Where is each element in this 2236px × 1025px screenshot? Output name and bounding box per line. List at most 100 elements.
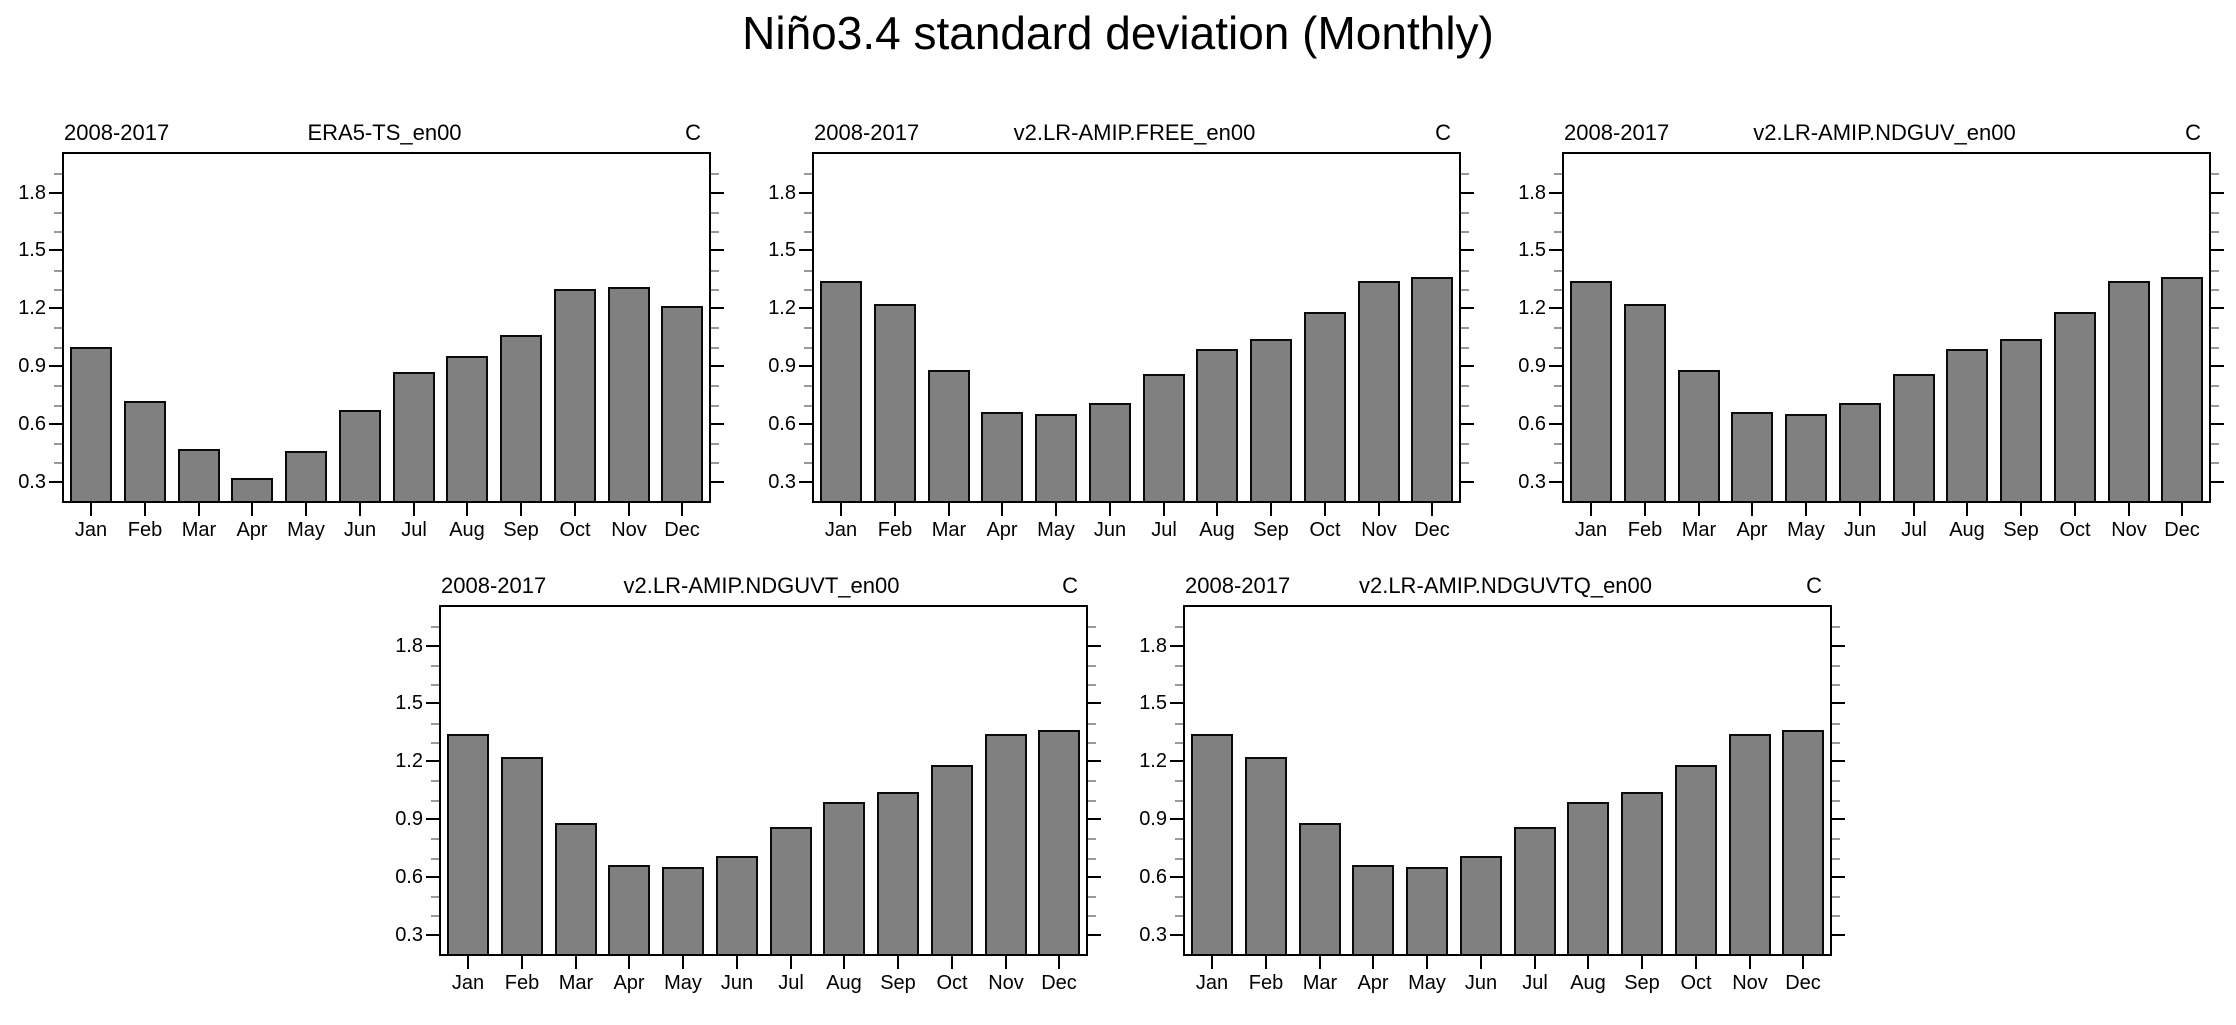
y-minor-tick-left: [1175, 896, 1183, 898]
x-tick: [1426, 956, 1428, 969]
x-tick: [2181, 503, 2183, 516]
x-tick-label-Nov: Nov: [1732, 972, 1768, 994]
x-tick-label-Mar: Mar: [1302, 972, 1338, 994]
x-tick: [359, 503, 361, 516]
bar-Sep: [1250, 339, 1292, 501]
y-minor-tick-left: [1554, 405, 1562, 407]
x-tick-label-May: May: [1408, 972, 1446, 994]
y-major-tick-left: [426, 876, 439, 878]
y-minor-tick-left: [1175, 858, 1183, 860]
chart-period-label: 2008-2017: [814, 120, 920, 145]
x-tick-label-Apr: Apr: [986, 519, 1018, 541]
chart-unit-label: C: [685, 120, 701, 145]
chart-header: 2008-2017 v2.LR-AMIP.NDGUVT_en00 C: [439, 571, 1084, 601]
x-tick: [1534, 956, 1536, 969]
x-tick: [1641, 956, 1643, 969]
y-minor-tick-left: [1554, 327, 1562, 329]
y-minor-tick-right: [1461, 405, 1469, 407]
y-minor-tick-left: [804, 462, 812, 464]
y-major-tick-left: [799, 365, 812, 367]
y-minor-tick-left: [431, 896, 439, 898]
bar-Apr: [1352, 865, 1394, 954]
y-minor-tick-left: [1175, 780, 1183, 782]
x-tick: [521, 956, 523, 969]
bar-Aug: [1196, 349, 1238, 501]
x-tick: [1698, 503, 1700, 516]
y-major-tick-right: [1088, 760, 1101, 762]
y-major-tick-right: [1832, 702, 1845, 704]
chart-period-label: 2008-2017: [64, 120, 170, 145]
y-major-tick-right: [1832, 760, 1845, 762]
y-minor-tick-right: [1088, 780, 1096, 782]
x-tick: [1913, 503, 1915, 516]
y-minor-tick-left: [804, 347, 812, 349]
x-tick-label-Nov: Nov: [1361, 519, 1397, 541]
bar-Jun: [1089, 403, 1131, 501]
y-minor-tick-right: [1461, 327, 1469, 329]
x-tick: [413, 503, 415, 516]
x-tick: [144, 503, 146, 516]
y-major-tick-left: [1549, 423, 1562, 425]
bar-Nov: [985, 734, 1027, 954]
bar-Oct: [2054, 312, 2096, 501]
y-minor-tick-left: [431, 742, 439, 744]
y-minor-tick-left: [1554, 289, 1562, 291]
x-tick: [948, 503, 950, 516]
y-minor-tick-left: [804, 212, 812, 214]
y-major-tick-right: [711, 423, 724, 425]
x-tick: [1265, 956, 1267, 969]
y-minor-tick-right: [1461, 462, 1469, 464]
x-tick-label-Apr: Apr: [1357, 972, 1389, 994]
y-minor-tick-right: [2211, 173, 2219, 175]
x-tick-label-Nov: Nov: [611, 519, 647, 541]
y-minor-tick-left: [1175, 665, 1183, 667]
y-major-tick-left: [49, 423, 62, 425]
y-major-tick-left: [426, 760, 439, 762]
y-major-tick-right: [2211, 249, 2224, 251]
y-major-tick-right: [1088, 934, 1101, 936]
y-tick-label: 0.6: [1518, 413, 1546, 435]
x-tick-label-Nov: Nov: [2111, 519, 2147, 541]
y-tick-label: 0.9: [395, 808, 423, 830]
y-major-tick-left: [426, 818, 439, 820]
bar-Nov: [2108, 281, 2150, 501]
bar-Nov: [1358, 281, 1400, 501]
y-tick-label: 0.3: [1139, 924, 1167, 946]
y-minor-tick-right: [1088, 800, 1096, 802]
y-minor-tick-left: [804, 173, 812, 175]
plot-area: 0.3 0.6 0.9 1.2 1.5 1.8 Jan Feb Mar Apr May Jun Jul A…: [395, 605, 1101, 994]
x-tick-label-May: May: [1787, 519, 1825, 541]
x-tick-label-Mar: Mar: [1681, 519, 1717, 541]
x-tick: [790, 956, 792, 969]
y-major-tick-right: [1461, 192, 1474, 194]
x-tick-label-Jul: Jul: [1151, 519, 1177, 541]
y-major-tick-right: [2211, 365, 2224, 367]
x-tick: [1001, 503, 1003, 516]
y-minor-tick-left: [1554, 462, 1562, 464]
y-minor-tick-right: [1088, 723, 1096, 725]
x-tick-label-Dec: Dec: [1041, 972, 1077, 994]
chart-header: 2008-2017 v2.LR-AMIP.NDGUV_en00 C: [1562, 118, 2207, 148]
chart-unit-label: C: [1806, 573, 1822, 598]
chart-period-label: 2008-2017: [441, 573, 547, 598]
x-tick: [1751, 503, 1753, 516]
y-minor-tick-right: [1461, 270, 1469, 272]
y-minor-tick-left: [804, 443, 812, 445]
x-tick-label-Jul: Jul: [1522, 972, 1548, 994]
x-tick-label-Apr: Apr: [236, 519, 268, 541]
chart-title: v2.LR-AMIP.NDGUV_en00: [1753, 120, 2016, 145]
y-minor-tick-left: [54, 270, 62, 272]
y-minor-tick-left: [431, 665, 439, 667]
y-major-tick-left: [49, 307, 62, 309]
y-major-tick-left: [1170, 934, 1183, 936]
bar-Mar: [1299, 823, 1341, 954]
y-minor-tick-right: [2211, 347, 2219, 349]
y-major-tick-left: [1170, 702, 1183, 704]
y-minor-tick-left: [431, 626, 439, 628]
x-tick: [1163, 503, 1165, 516]
x-tick: [843, 956, 845, 969]
y-minor-tick-left: [804, 231, 812, 233]
x-tick-label-Feb: Feb: [1627, 519, 1663, 541]
y-major-tick-right: [1461, 481, 1474, 483]
y-minor-tick-right: [711, 231, 719, 233]
